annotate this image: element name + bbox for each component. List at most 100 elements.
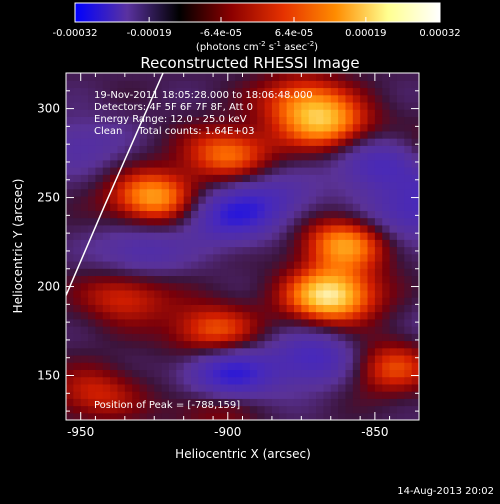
heatmap-cell xyxy=(338,166,347,175)
heatmap-cell xyxy=(124,87,133,96)
heatmap-cell xyxy=(374,326,383,334)
heatmap-cell xyxy=(301,188,310,197)
heatmap-cell xyxy=(301,239,310,248)
heatmap-cell xyxy=(352,224,361,233)
heatmap-cell xyxy=(213,405,222,414)
heatmap-cell xyxy=(411,94,419,103)
heatmap-cell xyxy=(235,80,244,89)
heatmap-cell xyxy=(80,289,89,298)
heatmap-cell xyxy=(330,333,339,342)
heatmap-cell xyxy=(293,326,302,334)
heatmap-cell xyxy=(124,340,133,349)
heatmap-cell xyxy=(316,398,324,407)
heatmap-cell xyxy=(102,109,111,117)
heatmap-cell xyxy=(338,145,347,154)
colorbar-tick-label: 0.00019 xyxy=(345,28,386,39)
heatmap-cell xyxy=(249,412,258,420)
heatmap-cell xyxy=(161,138,170,146)
heatmap-cell xyxy=(316,391,324,399)
heatmap-cell xyxy=(102,123,111,132)
heatmap-cell xyxy=(330,362,339,370)
heatmap-cell xyxy=(154,101,163,110)
heatmap-cell xyxy=(323,138,332,146)
heatmap-cell xyxy=(308,246,317,255)
heatmap-cell xyxy=(139,354,148,363)
heatmap-cell xyxy=(205,354,214,363)
heatmap-cell xyxy=(139,166,148,175)
heatmap-cell xyxy=(404,232,413,240)
heatmap-cell xyxy=(146,253,155,262)
heatmap-cell xyxy=(367,109,376,117)
heatmap-cell xyxy=(242,354,251,363)
heatmap-cell xyxy=(213,398,222,407)
heatmap-cell xyxy=(227,318,236,327)
heatmap-cell xyxy=(308,289,317,298)
heatmap-cell xyxy=(257,188,266,197)
heatmap-cell xyxy=(154,239,163,248)
heatmap-cell xyxy=(227,224,236,233)
heatmap-cell xyxy=(389,282,398,291)
heatmap-cell xyxy=(396,311,405,320)
heatmap-cell xyxy=(139,362,148,370)
heatmap-cell xyxy=(264,318,273,327)
heatmap-cell xyxy=(191,391,199,399)
heatmap-cell xyxy=(293,239,302,248)
heatmap-cell xyxy=(257,260,266,269)
heatmap-cell xyxy=(293,289,302,298)
heatmap-cell xyxy=(345,260,354,269)
heatmap-cell xyxy=(374,203,383,211)
heatmap-cell xyxy=(323,152,332,161)
heatmap-cell xyxy=(220,405,229,414)
heatmap-cell xyxy=(360,297,369,305)
heatmap-cell xyxy=(102,354,111,363)
heatmap-cell xyxy=(396,94,405,103)
colorbar-units: (photons cm-2 s-1 asec-2) xyxy=(196,40,318,53)
heatmap-cell xyxy=(360,289,369,298)
heatmap-cell xyxy=(66,354,74,363)
heatmap-cell xyxy=(220,326,229,334)
heatmap-cell xyxy=(308,362,317,370)
heatmap-cell xyxy=(124,188,133,197)
heatmap-cell xyxy=(345,239,354,248)
heatmap-cell xyxy=(404,383,413,392)
heatmap-cell xyxy=(154,282,163,291)
heatmap-cell xyxy=(176,333,185,342)
heatmap-cell xyxy=(293,383,302,392)
heatmap-cell xyxy=(338,354,347,363)
heatmap-cell xyxy=(117,116,126,125)
heatmap-cell xyxy=(352,253,361,262)
heatmap-cell xyxy=(80,376,89,385)
heatmap-cell xyxy=(264,354,273,363)
heatmap-cell xyxy=(132,326,141,334)
heatmap-cell xyxy=(146,304,155,313)
heatmap-cell xyxy=(168,130,177,139)
heatmap-cell xyxy=(102,80,111,89)
heatmap-cell xyxy=(389,318,398,327)
heatmap-cell xyxy=(146,203,155,211)
heatmap-cell xyxy=(168,73,177,81)
heatmap-cell xyxy=(249,347,258,356)
heatmap-cell xyxy=(161,246,170,255)
heatmap-cell xyxy=(396,232,405,240)
heatmap-cell xyxy=(338,152,347,161)
heatmap-cell xyxy=(88,138,97,146)
heatmap-cell xyxy=(330,80,339,89)
heatmap-cell xyxy=(279,181,288,190)
heatmap-cell xyxy=(404,376,413,385)
heatmap-cell xyxy=(213,282,222,291)
heatmap-cell xyxy=(257,333,266,342)
heatmap-cell xyxy=(88,304,97,313)
heatmap-cell xyxy=(183,123,192,132)
heatmap-cell xyxy=(345,318,354,327)
heatmap-cell xyxy=(271,181,280,190)
heatmap-cell xyxy=(183,369,192,378)
heatmap-cell xyxy=(411,391,419,399)
heatmap-cell xyxy=(124,398,133,407)
heatmap-cell xyxy=(176,369,185,378)
heatmap-cell xyxy=(102,275,111,284)
heatmap-cell xyxy=(80,260,89,269)
heatmap-cell xyxy=(191,159,199,168)
heatmap-cell xyxy=(227,87,236,96)
heatmap-cell xyxy=(271,275,280,284)
heatmap-cell xyxy=(146,80,155,89)
